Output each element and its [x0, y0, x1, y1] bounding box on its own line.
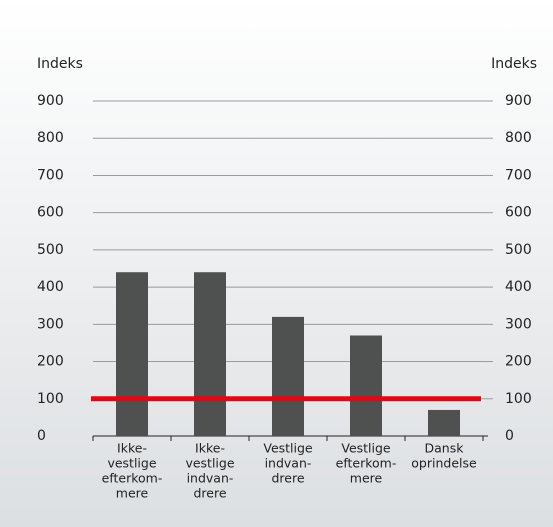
y-axis-label: Indeks: [37, 56, 83, 72]
y-tick-label: 100: [37, 391, 64, 407]
x-tick-label: Vestlige: [341, 441, 391, 456]
y2-tick-label: 400: [505, 279, 532, 295]
y-tick-label: 900: [37, 93, 64, 109]
x-tick-label: vestlige: [107, 456, 156, 471]
y2-tick-label: 500: [505, 242, 532, 258]
y2-tick-label: 200: [505, 354, 532, 370]
x-tick-label: efterkom-: [336, 456, 397, 471]
y-tick-label: 600: [37, 205, 64, 221]
y2-tick-label: 300: [505, 316, 532, 332]
x-tick-label: Vestlige: [263, 441, 313, 456]
y2-axis-label: Indeks: [491, 56, 537, 72]
x-tick-label: Ikke-: [195, 441, 225, 456]
x-tick-label: drere: [271, 471, 304, 486]
bar: [350, 335, 382, 436]
y-tick-label: 300: [37, 316, 64, 332]
x-tick-label: mere: [350, 471, 383, 486]
bar: [194, 272, 226, 436]
x-tick-label: oprindelse: [411, 456, 477, 471]
x-tick-label: Ikke-: [117, 441, 147, 456]
bar: [116, 272, 148, 436]
x-tick-label: drere: [193, 486, 226, 501]
bar: [272, 316, 304, 436]
x-tick-label: indvan-: [187, 471, 234, 486]
x-tick-label: indvan-: [265, 456, 312, 471]
y-tick-label: 200: [37, 354, 64, 370]
bar: [428, 409, 460, 436]
y2-tick-label: 0: [505, 428, 514, 444]
y2-tick-label: 700: [505, 167, 532, 183]
y2-tick-label: 600: [505, 205, 532, 221]
x-tick-label: mere: [116, 486, 149, 501]
y-tick-label: 700: [37, 167, 64, 183]
y2-tick-label: 800: [505, 130, 532, 146]
y2-tick-label: 100: [505, 391, 532, 407]
x-tick-label: Dansk: [425, 441, 465, 456]
y-tick-label: 800: [37, 130, 64, 146]
y-tick-label: 500: [37, 242, 64, 258]
y-tick-label: 0: [37, 428, 46, 444]
x-tick-label: vestlige: [185, 456, 234, 471]
x-tick-label: efterkom-: [102, 471, 163, 486]
y2-tick-label: 900: [505, 93, 532, 109]
y-tick-label: 400: [37, 279, 64, 295]
